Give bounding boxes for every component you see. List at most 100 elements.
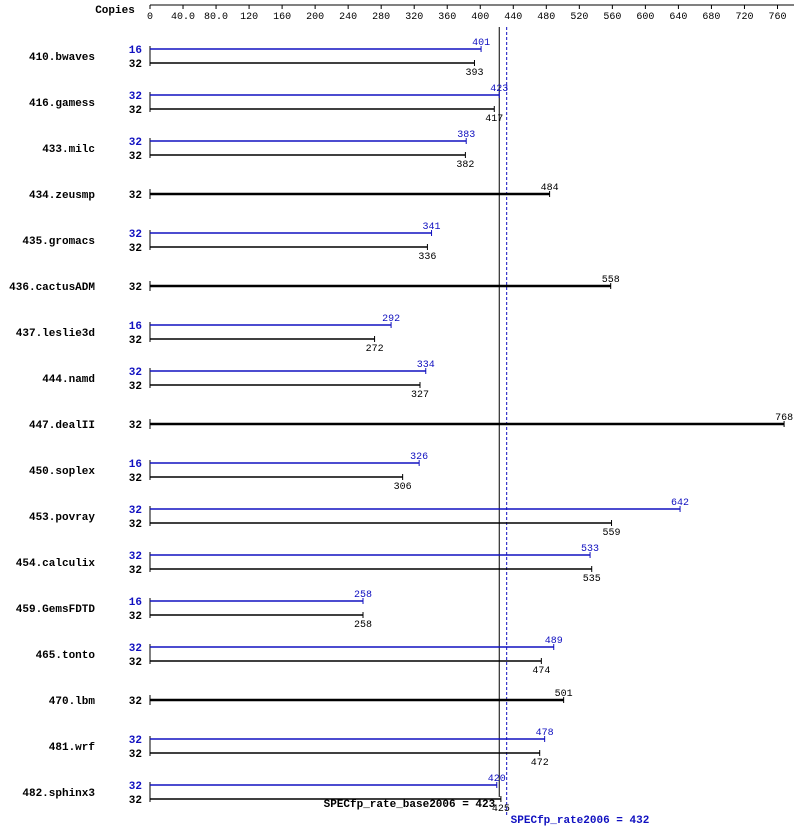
x-tick-label: 760 [768, 12, 786, 23]
bar-value-label: 341 [423, 222, 441, 233]
x-tick-label: 680 [702, 12, 720, 23]
copies-value-peak: 32 [129, 735, 142, 747]
copies-value-peak: 32 [129, 551, 142, 563]
x-tick-label: 0 [147, 12, 153, 23]
x-tick-label: 520 [570, 12, 588, 23]
bar-value-label: 393 [465, 68, 483, 79]
copies-value: 32 [129, 420, 142, 432]
copies-value-peak: 32 [129, 505, 142, 517]
copies-value-base: 32 [129, 151, 142, 163]
x-tick-label: 200 [306, 12, 324, 23]
copies-value-peak: 32 [129, 643, 142, 655]
bar-value-label: 417 [485, 114, 503, 125]
bar-value-label: 292 [382, 314, 400, 325]
benchmark-name: 410.bwaves [29, 52, 95, 64]
chart-bg [0, 0, 799, 831]
benchmark-name: 482.sphinx3 [22, 788, 95, 800]
benchmark-name: 453.povray [29, 512, 95, 524]
copies-value-base: 32 [129, 335, 142, 347]
x-tick-label: 440 [504, 12, 522, 23]
copies-value-base: 32 [129, 657, 142, 669]
bar-value-label: 535 [583, 574, 601, 585]
copies-value-peak: 32 [129, 91, 142, 103]
bar-value-label: 258 [354, 590, 372, 601]
bar-value-label: 272 [366, 344, 384, 355]
copies-value-base: 32 [129, 795, 142, 807]
x-tick-label: 280 [372, 12, 390, 23]
copies-value-base: 32 [129, 611, 142, 623]
copies-value-peak: 32 [129, 229, 142, 241]
copies-value-base: 32 [129, 749, 142, 761]
copies-value-base: 32 [129, 381, 142, 393]
benchmark-name: 437.leslie3d [16, 328, 95, 340]
benchmark-name: 481.wrf [49, 742, 96, 754]
bar-value-label: 559 [603, 528, 621, 539]
copies-value-peak: 16 [129, 459, 142, 471]
bar-value-label: 423 [490, 84, 508, 95]
x-tick-label: 40.0 [171, 12, 195, 23]
bar-value-label: 642 [671, 498, 689, 509]
benchmark-name: 450.soplex [29, 466, 95, 478]
specfp-rate-chart: 0 40.0 80.0 120 160 200 240 280 320 360 400 440 480 5… [0, 0, 799, 831]
benchmark-name: 436.cactusADM [9, 282, 95, 294]
bar-value-label: 383 [457, 130, 475, 141]
bar-value-label: 334 [417, 360, 435, 371]
bar-value-label: 768 [775, 413, 793, 424]
x-tick-label: 480 [537, 12, 555, 23]
copies-value-base: 32 [129, 565, 142, 577]
bar-value-label: 474 [532, 666, 550, 677]
bar-value-label: 401 [472, 38, 490, 49]
copies-value-base: 32 [129, 519, 142, 531]
bar-value-label: 306 [394, 482, 412, 493]
copies-value-peak: 32 [129, 137, 142, 149]
copies-value-peak: 16 [129, 45, 142, 57]
bar-value-label: 336 [418, 252, 436, 263]
copies-value-peak: 32 [129, 367, 142, 379]
ref-label-base: SPECfp_rate_base2006 = 423 [324, 799, 496, 811]
copies-value-base: 32 [129, 243, 142, 255]
benchmark-name: 416.gamess [29, 98, 95, 110]
bar-value-label: 489 [545, 636, 563, 647]
x-tick-label: 80.0 [204, 12, 228, 23]
x-tick-label: 600 [636, 12, 654, 23]
copies-label: Copies [95, 5, 135, 17]
copies-value-peak: 16 [129, 321, 142, 333]
bar-value-label: 382 [456, 160, 474, 171]
x-tick-label: 240 [339, 12, 357, 23]
bar-value-label: 484 [541, 183, 559, 194]
copies-value-peak: 16 [129, 597, 142, 609]
bar-value-label: 533 [581, 544, 599, 555]
benchmark-name: 434.zeusmp [29, 190, 95, 202]
benchmark-name: 459.GemsFDTD [16, 604, 96, 616]
x-tick-label: 720 [735, 12, 753, 23]
copies-value-peak: 32 [129, 781, 142, 793]
copies-value: 32 [129, 190, 142, 202]
benchmark-name: 433.milc [42, 144, 95, 156]
bar-value-label: 420 [488, 774, 506, 785]
bar-value-label: 558 [602, 275, 620, 286]
bar-value-label: 501 [555, 689, 573, 700]
bar-value-label: 425 [492, 804, 510, 815]
copies-value-base: 32 [129, 105, 142, 117]
x-tick-label: 640 [669, 12, 687, 23]
ref-label-peak: SPECfp_rate2006 = 432 [511, 815, 650, 827]
bar-value-label: 258 [354, 620, 372, 631]
x-tick-label: 160 [273, 12, 291, 23]
copies-value: 32 [129, 696, 142, 708]
bar-value-label: 472 [531, 758, 549, 769]
x-tick-label: 400 [471, 12, 489, 23]
copies-value-base: 32 [129, 473, 142, 485]
benchmark-name: 447.dealII [29, 420, 95, 432]
benchmark-name: 465.tonto [36, 650, 96, 662]
copies-value: 32 [129, 282, 142, 294]
bar-value-label: 327 [411, 390, 429, 401]
x-tick-label: 560 [603, 12, 621, 23]
benchmark-name: 454.calculix [16, 558, 96, 570]
bar-value-label: 326 [410, 452, 428, 463]
benchmark-name: 470.lbm [49, 696, 96, 708]
x-tick-label: 120 [240, 12, 258, 23]
copies-value-base: 32 [129, 59, 142, 71]
x-tick-label: 320 [405, 12, 423, 23]
benchmark-name: 444.namd [42, 374, 95, 386]
x-tick-label: 360 [438, 12, 456, 23]
